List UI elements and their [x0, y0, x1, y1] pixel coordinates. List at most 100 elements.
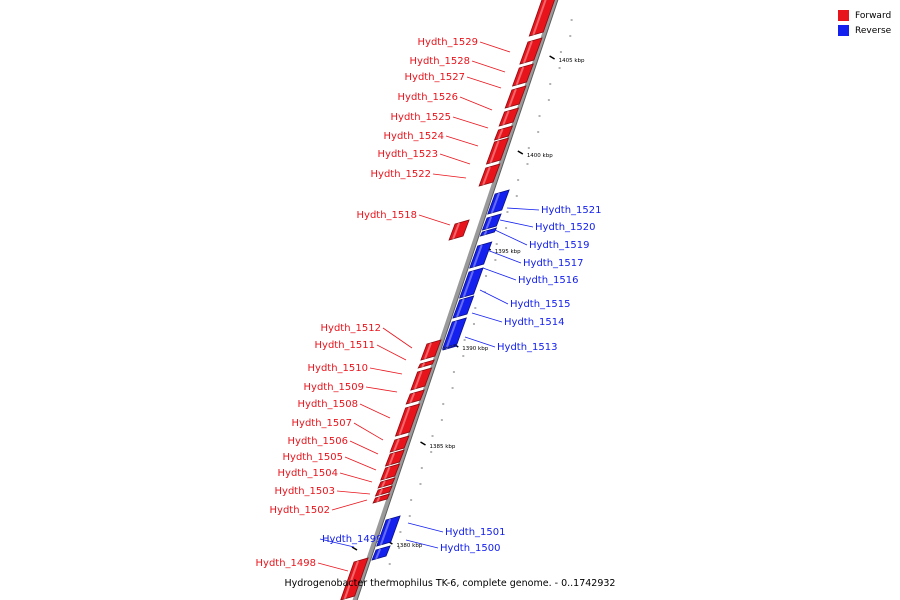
gene-leader	[319, 538, 355, 548]
gene-leader	[432, 173, 467, 179]
gene-leader	[349, 440, 379, 455]
gene-label: Hydth_1523	[378, 149, 439, 160]
gene-box	[504, 85, 527, 109]
legend-forward-label: Forward	[855, 10, 892, 21]
gene-shine	[388, 452, 396, 466]
gene-label: Hydth_1502	[270, 505, 331, 516]
gene-leader	[464, 336, 496, 348]
gene-box	[452, 295, 475, 319]
gene-box	[376, 515, 401, 547]
gene-shine	[472, 244, 483, 268]
gene-shine	[398, 406, 411, 436]
gene-box	[377, 477, 396, 489]
gene-label: Hydth_1524	[384, 131, 445, 142]
gene-shine	[446, 320, 458, 348]
gene-box	[487, 189, 510, 215]
gene-label: Hydth_1509	[304, 382, 365, 393]
gene-label: Hydth_1511	[315, 340, 376, 351]
gene-box	[528, 0, 555, 37]
gene-leader	[471, 312, 503, 323]
gene-shine	[393, 438, 400, 452]
gene-leader	[376, 344, 407, 361]
gene-leader	[482, 267, 517, 281]
gene-shine	[497, 128, 504, 140]
gene-leader	[344, 456, 377, 471]
gene-box	[459, 267, 484, 299]
gene-shine	[379, 518, 392, 546]
gene-label: Hydth_1501	[445, 527, 506, 538]
gene-label: Hydth_1520	[535, 222, 596, 233]
gene-shine	[485, 216, 493, 230]
gene-label: Hydth_1500	[440, 543, 501, 554]
gene-box	[380, 463, 401, 481]
gene-label: Hydth_1529	[418, 37, 479, 48]
gene-shine	[462, 270, 474, 298]
gene-label: Hydth_1515	[510, 299, 571, 310]
gene-leader	[359, 403, 391, 419]
gene-shine	[515, 66, 525, 86]
gene-box	[469, 241, 493, 269]
gene-leader	[331, 499, 368, 511]
gene-label: Hydth_1503	[275, 486, 336, 497]
gene-shine	[452, 222, 461, 240]
gene-shine	[381, 480, 386, 488]
gene-label: Hydth_1506	[288, 436, 349, 447]
gene-leader	[452, 116, 489, 129]
gene-label: Hydth_1512	[321, 323, 382, 334]
gene-leader	[445, 135, 479, 147]
gene-leader	[471, 60, 506, 73]
gene-shine	[421, 362, 426, 368]
gene-box	[417, 359, 436, 369]
gene-box	[410, 367, 433, 391]
legend-reverse-label: Reverse	[855, 25, 892, 36]
major-tick	[517, 150, 524, 155]
gene-leader	[494, 229, 528, 246]
gene-shine	[489, 140, 500, 164]
major-tick	[420, 441, 426, 446]
gene-leader	[365, 386, 398, 393]
gene-leader	[466, 76, 502, 89]
gene-label: Hydth_1513	[497, 342, 558, 353]
track-line	[352, 0, 558, 600]
legend-reverse: Reverse	[838, 23, 891, 38]
gene-box	[420, 339, 442, 361]
gene-leader	[369, 367, 403, 375]
gene-label: Hydth_1519	[529, 240, 590, 251]
gene-shine	[376, 496, 381, 503]
gene-shine	[483, 230, 488, 236]
tick-label: 1385 kbp	[430, 444, 456, 450]
gene-shine	[456, 298, 465, 318]
gene-label: Hydth_1522	[371, 169, 432, 180]
legend: Forward Reverse	[838, 8, 891, 38]
tick-label: 1380 kbp	[396, 543, 422, 549]
gene-label: Hydth_1525	[391, 112, 452, 123]
gene-label: Hydth_1527	[405, 72, 466, 83]
gene-label: Hydth_1526	[398, 92, 459, 103]
gene-leader	[353, 422, 384, 441]
gene-leader	[499, 219, 534, 228]
gene-shine	[508, 88, 517, 108]
gene-shine	[383, 466, 391, 480]
gene-leader	[317, 562, 349, 572]
gene-leader	[506, 207, 540, 211]
gene-shine	[378, 488, 384, 496]
reverse-swatch	[838, 25, 849, 36]
gene-shine	[502, 110, 510, 126]
tick-label: 1405 kbp	[559, 58, 585, 64]
gene-label: Hydth_1516	[518, 275, 579, 286]
legend-forward: Forward	[838, 8, 891, 23]
gene-shine	[482, 166, 491, 186]
gene-box	[481, 213, 502, 231]
tick-label: 1400 kbp	[527, 153, 553, 159]
gene-leader	[405, 539, 439, 549]
gene-label: Hydth_1505	[283, 452, 344, 463]
gene-shine	[522, 40, 533, 64]
gene-label: Hydth_1521	[541, 205, 602, 216]
gene-leader	[418, 214, 451, 226]
gene-shine	[375, 548, 381, 560]
gene-box	[519, 37, 543, 65]
gene-box	[485, 137, 510, 165]
gene-box	[442, 317, 467, 349]
gene-box	[479, 227, 498, 237]
gene-box	[498, 107, 520, 127]
